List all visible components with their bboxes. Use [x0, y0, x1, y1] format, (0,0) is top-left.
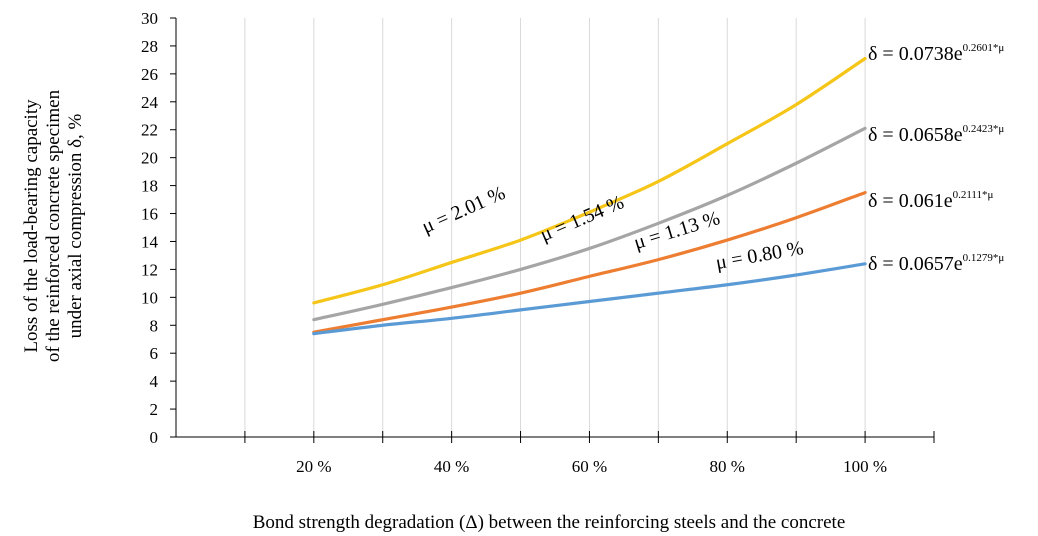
equation-exp-4: 0.1279*μ: [962, 252, 1005, 264]
y-axis-label-line-2: of the reinforced concrete specimen: [43, 89, 64, 363]
y-tick-label: 2: [150, 400, 159, 419]
x-tick-label: 100 %: [843, 457, 887, 476]
series-line-4: [312, 262, 867, 336]
y-tick-label: 0: [150, 428, 159, 447]
y-tick-label: 30: [141, 9, 158, 28]
equation-label-series-2: δ = 0.0658e0.2423*μ: [868, 118, 1004, 146]
y-tick-label: 12: [141, 260, 158, 279]
grid-lines: [244, 18, 866, 437]
equation-label-series-3: δ = 0.061e0.2111*μ: [868, 184, 993, 212]
x-tick-label: 60 %: [572, 457, 607, 476]
series-line-2: [312, 126, 867, 322]
y-axis-label: Loss of the load-bearing capacity of the…: [21, 90, 87, 362]
y-axis-label-line-3: under axial compression δ, %: [65, 113, 86, 339]
x-tick-label: 40 %: [434, 457, 469, 476]
x-axis-label: Bond strength degradation (Δ) between th…: [252, 512, 846, 533]
series-line-3: [312, 190, 867, 334]
y-axis-label-container: Loss of the load-bearing capacity of the…: [0, 0, 100, 460]
equation-base-1: δ = 0.0738e: [868, 43, 963, 65]
equation-label-series-1: δ = 0.0738e0.2601*μ: [868, 37, 1004, 65]
y-tick-label: 8: [150, 316, 159, 335]
y-tick-label: 4: [150, 372, 159, 391]
series-line-1: [312, 56, 867, 305]
x-tick-label: 80 %: [710, 457, 745, 476]
y-tick-label: 26: [141, 65, 158, 84]
y-tick-label: 10: [141, 288, 158, 307]
equation-exp-1: 0.2601*μ: [962, 42, 1005, 54]
equation-label-series-4: δ = 0.0657e0.1279*μ: [868, 247, 1004, 275]
equation-base-3: δ = 0.061e: [868, 190, 953, 212]
y-tick-label: 14: [141, 232, 159, 251]
y-tick-label: 6: [150, 344, 159, 363]
equation-exp-2: 0.2423*μ: [962, 123, 1005, 135]
y-tick-label: 18: [141, 177, 158, 196]
equation-base-2: δ = 0.0658e: [868, 124, 963, 146]
series-lines: [312, 56, 867, 336]
y-tick-label: 22: [141, 121, 158, 140]
axes: [170, 17, 935, 443]
y-tick-label: 20: [141, 149, 158, 168]
y-tick-label: 16: [141, 205, 158, 224]
y-axis-label-line-1: Loss of the load-bearing capacity: [21, 99, 42, 353]
equation-exp-3: 0.2111*μ: [952, 189, 994, 201]
x-tick-label: 20 %: [296, 457, 331, 476]
y-tick-label: 24: [141, 93, 159, 112]
equation-base-4: δ = 0.0657e: [868, 253, 963, 275]
x-tick-labels: 20 % 40 % 60 % 80 % 100 %: [296, 457, 887, 476]
y-tick-label: 28: [141, 37, 158, 56]
